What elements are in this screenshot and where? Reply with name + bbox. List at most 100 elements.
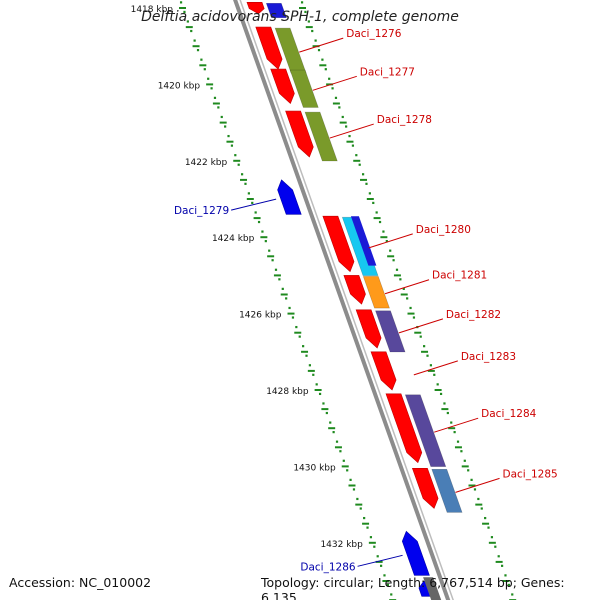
daci-1282-cog-bar xyxy=(375,310,406,353)
ruler-dot xyxy=(193,39,196,42)
ruler-dot xyxy=(382,230,385,233)
ruler-dot xyxy=(261,230,264,233)
daci-1282-feature xyxy=(355,309,406,353)
ruler-dot xyxy=(325,411,328,415)
ruler-dot xyxy=(490,536,494,539)
ruler-dot xyxy=(234,154,237,157)
ruler-dot xyxy=(500,564,504,567)
daci-1280-arrow xyxy=(322,215,355,273)
daci-1282-label: Daci_1282 xyxy=(446,309,501,321)
ruler-dot xyxy=(358,163,361,166)
ruler-dot xyxy=(329,421,332,424)
ruler-dot xyxy=(412,316,416,319)
ruler-dot xyxy=(386,583,389,587)
ruler-dot xyxy=(359,507,362,510)
ruler-dot xyxy=(251,201,254,205)
daci-1284-feature xyxy=(385,393,447,467)
ruler-dot xyxy=(318,392,322,396)
scale-label: 1420 kbp xyxy=(158,81,201,91)
ruler-dot xyxy=(361,173,365,176)
ruler-dot xyxy=(328,77,331,80)
daci-1276-label: Daci_1276 xyxy=(346,28,402,40)
daci-1283-feature xyxy=(370,351,397,391)
ruler-dot xyxy=(227,134,230,138)
daci-1281-label: Daci_1281 xyxy=(432,270,487,282)
ruler-dot xyxy=(314,39,317,42)
ruler-dot xyxy=(278,278,281,281)
ruler-dot xyxy=(240,173,244,176)
ruler-dot xyxy=(443,402,446,405)
ruler-dot xyxy=(423,345,426,348)
ruler-dot xyxy=(237,163,240,166)
daci-1285-label: Daci_1285 xyxy=(503,468,558,480)
ruler-dot xyxy=(291,316,295,319)
ruler-dot xyxy=(456,440,460,443)
ruler-dot xyxy=(460,450,463,453)
daci-1285-arrow xyxy=(411,467,439,509)
ruler-dot xyxy=(179,1,183,4)
daci-1284-leader xyxy=(434,417,479,433)
scale-label: 1426 kbp xyxy=(239,311,282,321)
ruler-dot xyxy=(385,240,388,243)
ruler-dot xyxy=(366,526,369,529)
ruler-dot xyxy=(446,411,449,415)
daci-1281-cog-bar xyxy=(362,276,390,309)
ruler-dot xyxy=(230,144,234,147)
ruler-dot xyxy=(379,564,383,567)
daci-1276-leader xyxy=(299,37,344,53)
ruler-dot xyxy=(426,354,429,357)
label-layer: 1418 kbp 1420 kbp 1422 kbp 1424 kbp 1426 kbp… xyxy=(131,5,558,573)
ruler-dot xyxy=(467,469,470,472)
ruler-dot xyxy=(324,68,327,71)
daci-1278-arrow xyxy=(285,110,314,158)
ruler-dot xyxy=(383,574,386,577)
ruler-dot xyxy=(186,20,189,23)
ruler-dot xyxy=(207,77,210,80)
scale-label: 1422 kbp xyxy=(185,158,228,168)
daci-1277-leader xyxy=(312,75,357,91)
ruler-dot xyxy=(224,125,227,128)
daci-1276-cog-bar xyxy=(274,27,307,74)
daci-1282-leader xyxy=(398,318,444,334)
daci-1278-label: Daci_1278 xyxy=(377,114,432,126)
daci-1279-label: Daci_1279 xyxy=(174,205,229,217)
ruler-dot xyxy=(470,478,473,481)
ruler-dot xyxy=(295,325,298,329)
ruler-dot xyxy=(190,29,193,33)
ruler-dot xyxy=(453,431,456,434)
ruler-dot xyxy=(372,201,375,205)
ruler-dot xyxy=(439,392,443,396)
daci-1285-feature xyxy=(411,467,463,513)
ruler-dot xyxy=(463,459,466,462)
scale-label: 1424 kbp xyxy=(212,234,255,244)
ruler-dot xyxy=(376,555,379,558)
daci-1279-feature xyxy=(277,179,302,215)
daci-1283-arrow xyxy=(370,351,397,391)
daci-1277-arrow xyxy=(270,68,295,105)
scale-label: 1430 kbp xyxy=(293,463,336,473)
daci-1277-feature xyxy=(270,68,319,108)
ruler-dot xyxy=(300,1,304,4)
ruler-dot xyxy=(351,144,355,147)
gene-0-feature xyxy=(246,1,287,19)
ruler-dot xyxy=(507,583,510,587)
ruler-dot xyxy=(257,220,261,224)
ruler-dot xyxy=(473,488,477,491)
daci-1279-arrow xyxy=(277,179,302,215)
ruler-dot xyxy=(341,115,344,119)
ruler-dot xyxy=(203,68,206,71)
ruler-dot xyxy=(334,96,338,99)
daci-1281-feature xyxy=(343,275,390,309)
daci-1277-cog-bar xyxy=(289,69,319,108)
ruler-dot xyxy=(346,469,349,472)
ruler-dot xyxy=(504,574,507,577)
ruler-dot xyxy=(247,192,250,195)
ruler-dot xyxy=(342,459,345,462)
daci-1282-arrow xyxy=(355,309,382,349)
ruler-dot xyxy=(419,335,422,338)
ruler-dot xyxy=(331,87,334,90)
ruler-dot xyxy=(217,106,220,109)
daci-1286-label: Daci_1286 xyxy=(300,561,356,573)
ruler-dot xyxy=(399,278,402,281)
